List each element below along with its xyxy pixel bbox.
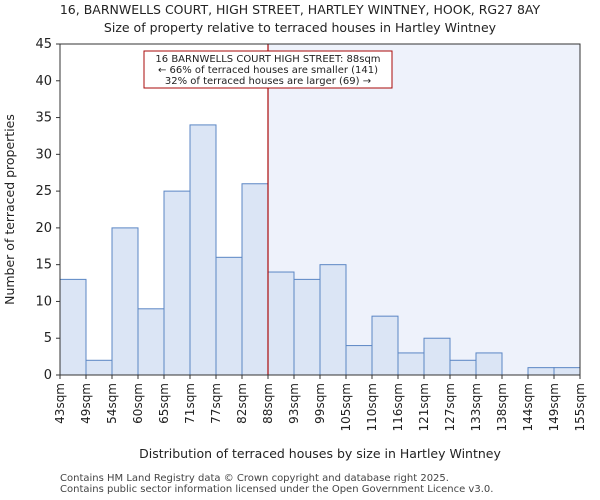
y-tick-label: 45 [35, 37, 52, 52]
x-tick-label: 127sqm [443, 383, 457, 431]
y-tick-label: 40 [35, 74, 52, 89]
y-tick-label: 20 [35, 221, 52, 236]
y-tick-label: 15 [35, 258, 52, 273]
bar-105sqm [345, 345, 373, 376]
y-tick-label: 35 [35, 111, 52, 126]
bar-49sqm [85, 359, 113, 376]
bar-54sqm [111, 227, 139, 376]
chart-subtitle: Size of property relative to terraced ho… [103, 20, 497, 35]
x-tick-label: 60sqm [131, 383, 145, 424]
y-axis-label: Number of terraced properties [2, 114, 17, 305]
y-tick-label: 25 [35, 184, 52, 199]
y-tick-label: 10 [35, 294, 52, 309]
x-tick-label: 144sqm [521, 383, 535, 431]
x-tick-label: 54sqm [105, 383, 119, 424]
bar-77sqm [215, 256, 243, 376]
x-tick-label: 77sqm [209, 383, 223, 424]
bar-133sqm [475, 352, 503, 376]
bar-71sqm [189, 124, 217, 376]
x-tick-label: 99sqm [313, 383, 327, 424]
bar-43sqm [59, 278, 87, 376]
bar-127sqm [449, 359, 477, 376]
x-tick-label: 105sqm [339, 383, 353, 431]
x-tick-label: 110sqm [365, 383, 379, 431]
y-tick-label: 0 [44, 368, 52, 383]
footer-copyright: Contains HM Land Registry data © Crown c… [60, 473, 449, 484]
x-tick-label: 116sqm [391, 383, 405, 431]
x-tick-label: 149sqm [547, 383, 561, 431]
x-tick-label: 49sqm [79, 383, 93, 424]
x-tick-label: 93sqm [287, 383, 301, 424]
x-tick-label: 138sqm [495, 383, 509, 431]
annotation-box [143, 50, 393, 89]
bar-149sqm [553, 367, 581, 376]
x-tick-label: 82sqm [235, 383, 249, 424]
bar-99sqm [319, 264, 347, 376]
chart-title: 16, BARNWELLS COURT, HIGH STREET, HARTLE… [59, 2, 541, 17]
x-tick-label: 65sqm [157, 383, 171, 424]
x-tick-label: 71sqm [183, 383, 197, 424]
annotation-line3: 32% of terraced houses are larger (69) → [165, 76, 371, 87]
x-tick-label: 133sqm [469, 383, 483, 431]
bar-121sqm [423, 337, 451, 376]
bar-116sqm [397, 352, 425, 376]
x-tick-label: 43sqm [53, 383, 67, 424]
annotation-line2: ← 66% of terraced houses are smaller (14… [158, 65, 378, 76]
x-tick-label: 121sqm [417, 383, 431, 431]
x-tick-label: 88sqm [261, 383, 275, 424]
bar-93sqm [293, 278, 321, 376]
annotation-line1: 16 BARNWELLS COURT HIGH STREET: 88sqm [155, 54, 380, 65]
bar-110sqm [371, 315, 399, 376]
y-tick-label: 30 [35, 147, 52, 162]
x-axis-label: Distribution of terraced houses by size … [139, 446, 501, 461]
x-tick-label: 155sqm [573, 383, 587, 431]
bar-65sqm [163, 190, 191, 376]
bar-60sqm [137, 308, 165, 376]
bar-82sqm [241, 183, 269, 376]
y-tick-label: 5 [44, 331, 52, 346]
bar-144sqm [527, 367, 555, 376]
footer-licence: Contains public sector information licen… [60, 484, 494, 495]
bar-88sqm [267, 271, 295, 376]
